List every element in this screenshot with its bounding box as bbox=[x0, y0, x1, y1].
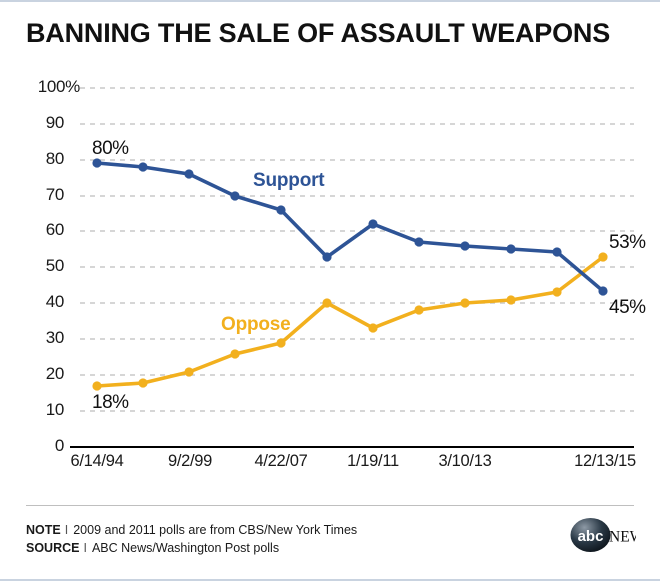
series-label-support: Support bbox=[253, 170, 325, 191]
x-tick-5: 3/10/13 bbox=[438, 452, 492, 470]
y-tick-10: 10 bbox=[45, 400, 65, 419]
y-tick-70: 70 bbox=[45, 185, 65, 204]
series-points-support bbox=[92, 158, 608, 296]
annotation-support-first: 80% bbox=[92, 138, 129, 159]
y-tick-60: 60 bbox=[45, 220, 65, 239]
x-tick-3: 4/22/07 bbox=[254, 452, 308, 470]
annotation-oppose-last: 53% bbox=[609, 232, 646, 253]
series-points-oppose bbox=[92, 252, 608, 391]
y-tick-40: 40 bbox=[45, 292, 65, 311]
news-logo-text: NEWS bbox=[609, 529, 636, 546]
x-tick-1: 6/14/94 bbox=[70, 452, 124, 470]
note-label: NOTE bbox=[26, 523, 61, 537]
note-separator: I bbox=[64, 523, 69, 537]
x-tick-2: 9/2/99 bbox=[167, 452, 213, 470]
page-title: BANNING THE SALE OF ASSAULT WEAPONS bbox=[26, 18, 611, 48]
y-tick-30: 30 bbox=[45, 328, 65, 347]
y-tick-20: 20 bbox=[45, 364, 65, 383]
footer-divider bbox=[26, 505, 634, 506]
source-separator: I bbox=[83, 541, 87, 555]
abc-logo-mark bbox=[570, 518, 611, 552]
footer-notes: NOTE I 2009 and 2011 polls are from CBS/Ne… bbox=[26, 521, 357, 557]
abc-news-logo: abc NEWS bbox=[570, 518, 636, 552]
bottom-divider bbox=[0, 579, 660, 581]
source-text: ABC News/Washington Post polls bbox=[91, 541, 280, 555]
series-line-oppose bbox=[95, 255, 605, 388]
annotation-support-last: 45% bbox=[609, 297, 646, 318]
line-chart-svg bbox=[70, 87, 634, 448]
x-tick-6: 12/13/15 bbox=[574, 452, 636, 470]
y-tick-0: 0 bbox=[54, 436, 64, 455]
footer-source-row: SOURCE I ABC News/Washington Post polls bbox=[26, 539, 357, 557]
abc-logo-text: abc bbox=[578, 528, 604, 545]
y-tick-80: 80 bbox=[45, 149, 65, 168]
gridlines bbox=[80, 87, 634, 412]
footer-note-row: NOTE I 2009 and 2011 polls are from CBS/Ne… bbox=[26, 521, 357, 539]
y-tick-50: 50 bbox=[45, 256, 65, 275]
series-line-support bbox=[95, 161, 605, 293]
chart-plot-area: 100% 90 80 70 60 50 40 30 20 10 0 6/14/9… bbox=[37, 77, 646, 470]
x-tick-4: 1/19/11 bbox=[347, 452, 399, 470]
y-tick-90: 90 bbox=[45, 113, 65, 132]
note-text: 2009 and 2011 polls are from CBS/New Yor… bbox=[73, 523, 358, 537]
source-label: SOURCE bbox=[26, 541, 80, 555]
y-tick-100: 100% bbox=[37, 77, 81, 96]
series-label-oppose: Oppose bbox=[221, 314, 291, 335]
annotation-oppose-first: 18% bbox=[92, 392, 129, 413]
top-divider bbox=[0, 0, 660, 2]
